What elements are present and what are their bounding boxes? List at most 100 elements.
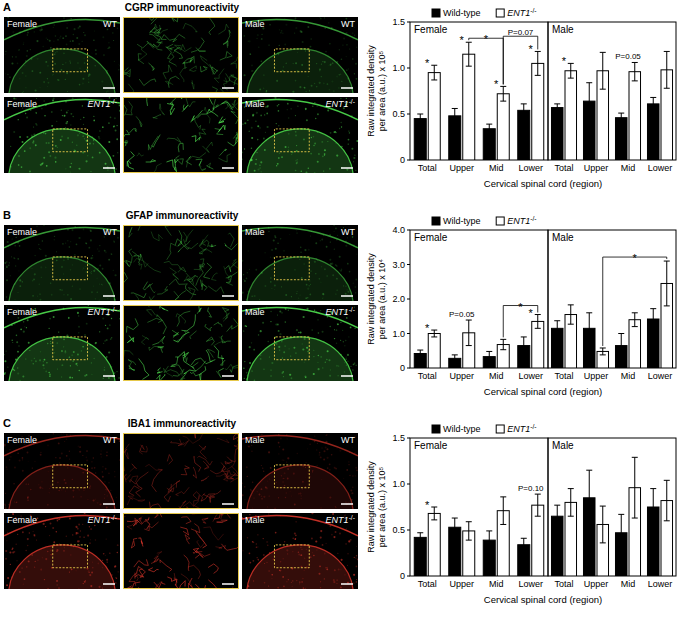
micrograph (4, 97, 120, 173)
error-line (434, 330, 435, 337)
texture (199, 445, 207, 459)
texture (356, 254, 357, 255)
texture (327, 350, 329, 352)
grey-matter (9, 49, 116, 93)
texture (72, 377, 74, 379)
texture (53, 98, 55, 100)
texture (294, 269, 296, 271)
texture (16, 560, 17, 561)
x-tick-label: Upper (584, 163, 609, 173)
texture (102, 268, 104, 270)
texture (346, 70, 347, 71)
texture (317, 319, 318, 320)
texture (65, 122, 67, 124)
texture (94, 65, 96, 67)
texture (347, 77, 349, 79)
texture (243, 35, 245, 37)
texture (6, 584, 8, 586)
error-line (589, 83, 590, 120)
texture (270, 281, 272, 283)
texture (259, 167, 261, 169)
texture (281, 339, 283, 341)
texture (343, 38, 345, 40)
texture (307, 297, 309, 299)
texture (55, 161, 57, 163)
texture (242, 123, 243, 124)
texture (267, 341, 269, 343)
micrograph (4, 433, 120, 509)
texture (246, 378, 248, 380)
texture (308, 249, 310, 251)
texture (61, 69, 63, 71)
texture (77, 465, 79, 467)
texture (14, 501, 15, 502)
texture (280, 238, 282, 240)
texture (172, 365, 183, 376)
y-tick-label: 0.5 (392, 109, 405, 119)
texture (257, 125, 259, 127)
texture (40, 454, 42, 456)
texture (345, 240, 347, 242)
texture (323, 171, 324, 172)
texture (113, 372, 114, 373)
texture (102, 317, 104, 319)
texture (17, 452, 19, 454)
texture (251, 237, 252, 238)
texture (116, 371, 117, 372)
texture (278, 157, 280, 159)
texture (82, 455, 83, 456)
texture (85, 242, 87, 244)
legend-swatch (496, 217, 504, 225)
texture (336, 155, 338, 157)
micrograph (4, 17, 120, 93)
texture (118, 64, 119, 65)
texture (68, 317, 70, 319)
error-line (570, 63, 571, 78)
texture (29, 171, 31, 173)
texture (102, 466, 104, 468)
texture (77, 354, 79, 356)
texture (326, 359, 328, 361)
texture (288, 147, 289, 148)
texture (307, 26, 309, 28)
texture (83, 57, 85, 59)
texture (11, 324, 13, 326)
texture (119, 104, 120, 106)
scale-bar (103, 295, 115, 297)
texture (45, 255, 47, 257)
texture (150, 283, 155, 293)
texture (127, 162, 134, 170)
texture (43, 367, 45, 369)
chart-title: Male (552, 232, 574, 243)
texture (345, 245, 347, 247)
texture (324, 149, 326, 151)
texture (5, 466, 7, 468)
texture (347, 237, 348, 238)
texture (295, 80, 297, 82)
texture (93, 499, 95, 501)
texture (41, 481, 43, 483)
error-bar (486, 351, 492, 361)
texture (343, 341, 344, 342)
texture (183, 58, 194, 69)
texture (57, 39, 59, 41)
texture (340, 122, 342, 124)
texture (63, 259, 65, 261)
texture (43, 132, 44, 133)
texture (31, 136, 33, 138)
texture (71, 354, 73, 356)
legend-label: Wild-type (443, 216, 481, 226)
texture (251, 127, 253, 129)
texture (297, 52, 298, 53)
texture (136, 116, 142, 127)
texture (4, 268, 5, 269)
texture (79, 84, 81, 86)
bar (532, 321, 544, 368)
texture (105, 468, 107, 470)
texture (306, 347, 308, 349)
texture (279, 29, 280, 30)
texture (22, 141, 24, 143)
texture (79, 446, 81, 448)
texture (200, 56, 215, 72)
texture (346, 44, 347, 45)
